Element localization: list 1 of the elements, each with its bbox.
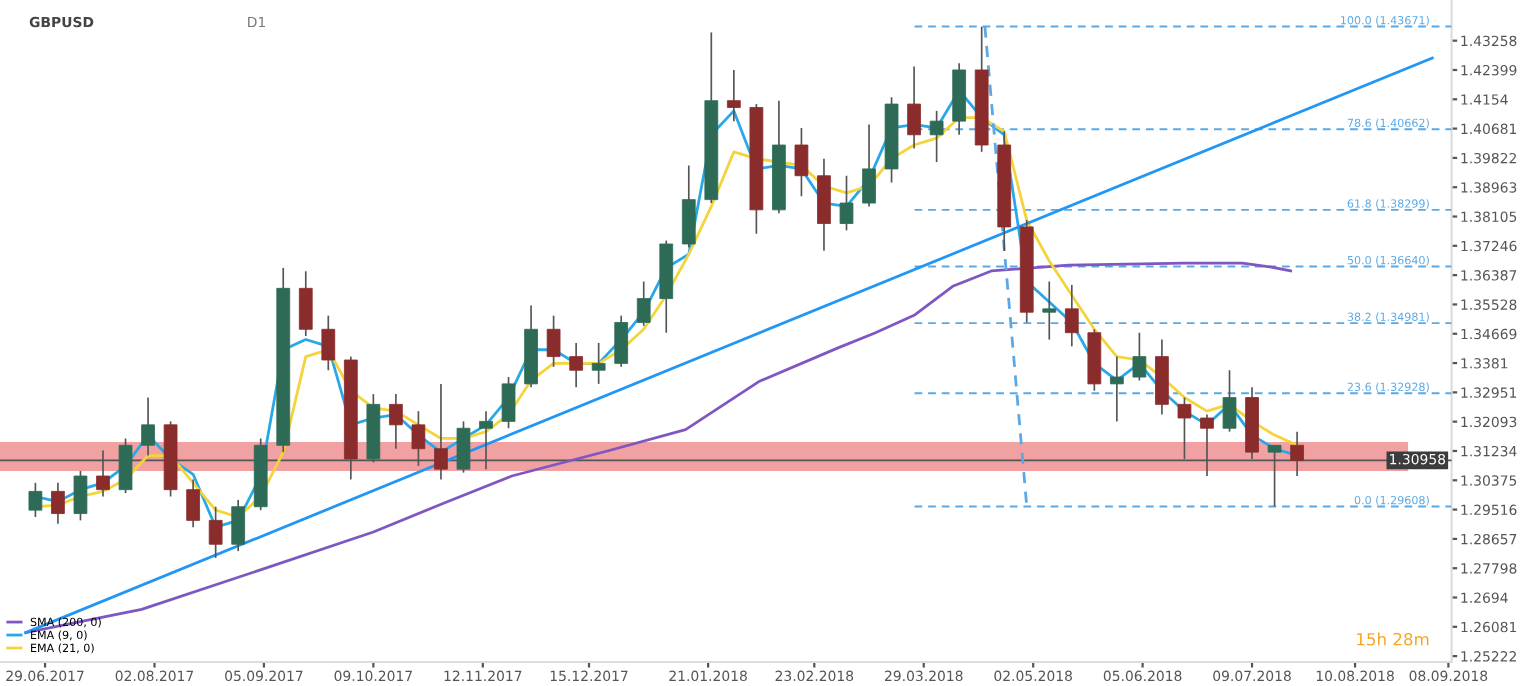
annotation: 15h 28m bbox=[1357, 632, 1429, 646]
